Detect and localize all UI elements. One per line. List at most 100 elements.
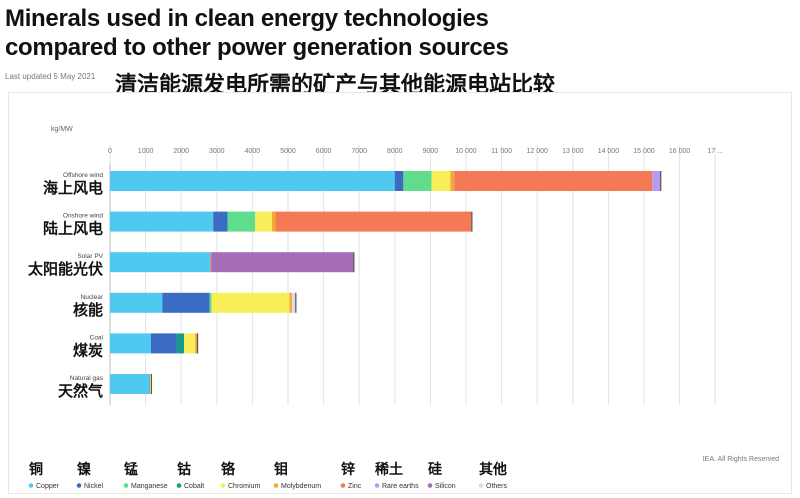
bar-segment-nickel [149, 374, 150, 394]
bar-segment-chromium [255, 211, 272, 232]
bar-segment-rare-earths [652, 171, 661, 191]
legend-label: Rare earths [382, 483, 419, 490]
x-tick-label: 5000 [280, 148, 296, 155]
bar-segment-chromium [149, 374, 152, 394]
bar-end-cap [471, 211, 473, 232]
legend-label: Zinc [348, 483, 362, 490]
bar-end-cap [353, 252, 355, 273]
bar-segment-zinc [275, 211, 472, 232]
category-label-cn: 天然气 [58, 382, 103, 400]
bar-segment-molybdenum [450, 171, 455, 191]
x-tick-label: 14 000 [598, 148, 620, 155]
legend-label: Cobalt [184, 483, 204, 490]
x-tick-label: 6000 [316, 148, 332, 155]
category-label-cn: 核能 [73, 301, 103, 319]
legend-swatch [273, 483, 279, 488]
category-label-cn: 太阳能光伏 [28, 260, 103, 278]
x-tick-label: 13 000 [562, 148, 584, 155]
legend-label-cn: 其他 [479, 461, 507, 478]
legend-label-cn: 硅 [428, 461, 442, 478]
bar-segment-nickel [150, 333, 177, 354]
legend: 铜 Copper 镍 Nickel 锰 Manganese 钴 Cobalt 铬 Chromium… [28, 461, 508, 490]
bar-segment-chromium [211, 292, 290, 313]
legend-label-cn: 铜 [29, 461, 43, 478]
legend-label-cn: 镍 [77, 461, 91, 478]
category-label-cn: 煤炭 [73, 341, 103, 359]
legend-label-cn: 稀土 [375, 461, 403, 478]
x-tick-label: 3000 [209, 148, 225, 155]
category-label-cn: 海上风电 [43, 179, 103, 197]
legend-label: Chromium [228, 483, 260, 490]
bar-segment-manganese [403, 171, 432, 191]
bar-end-cap [196, 333, 199, 354]
legend-label: Silicon [435, 483, 456, 490]
x-tick-labels: 0 1000 2000 3000 4000 5000 6000 7000 8000 9000 10 … [108, 148, 723, 155]
category-label-en: Coal [90, 334, 104, 341]
x-tick-label: 12 000 [526, 148, 548, 155]
legend-label: Molybdenum [281, 483, 321, 490]
bar-segment-copper [110, 333, 151, 354]
x-tick-label: 17 ... [707, 148, 723, 155]
x-tick-label: 15 000 [633, 148, 655, 155]
legend-swatch [478, 483, 484, 488]
bar-segment-molybdenum [289, 292, 292, 313]
bar-segment-chromium [431, 171, 451, 191]
category-label-cn: 陆上风电 [43, 220, 103, 238]
x-tick-label: 7000 [351, 148, 367, 155]
x-tick-label: 16 000 [669, 148, 691, 155]
bar-segment-copper [110, 292, 163, 313]
bar-segment-copper [110, 252, 211, 273]
x-tick-label: 4000 [245, 148, 261, 155]
category-label-en: Natural gas [70, 375, 104, 382]
bar-end-cap [150, 374, 153, 394]
bar-segment-zinc [454, 171, 653, 191]
x-tick-label: 8000 [387, 148, 403, 155]
x-tick-label: 9000 [423, 148, 439, 155]
x-axis-unit-label: kg/MW [51, 126, 73, 133]
legend-swatch [28, 483, 34, 488]
bar-segment-copper [110, 211, 214, 232]
bar-segment-others [291, 292, 296, 313]
bar-segment-nickel [162, 292, 210, 313]
legend-label-cn: 锰 [124, 461, 138, 478]
bar-segment-zinc [210, 252, 212, 273]
legend-label: Others [486, 483, 508, 490]
bar-segment-molybdenum [195, 333, 198, 354]
category-label-en: Offshore wind [63, 172, 103, 179]
chart-title-line1: Minerals used in clean energy technologi… [5, 5, 489, 32]
category-label-en: Solar PV [77, 253, 103, 260]
bar-segment-copper [110, 171, 395, 191]
legend-label: Copper [36, 483, 60, 490]
bar-end-cap [660, 171, 662, 191]
legend-label-cn: 锌 [341, 461, 355, 478]
x-tick-label: 0 [108, 148, 112, 155]
source-credit: IEA. All Rights Reserved [703, 456, 779, 463]
legend-label-cn: 钴 [177, 461, 191, 478]
bar-segment-nickel [394, 171, 404, 191]
legend-label-cn: 钼 [274, 461, 288, 478]
bar-segment-manganese [209, 292, 212, 313]
bar-segment-copper [110, 374, 150, 394]
last-updated: Last updated 5 May 2021 [5, 72, 96, 81]
bar-segment-molybdenum [271, 211, 276, 232]
bar-segment-cobalt [176, 333, 185, 354]
legend-swatch [340, 483, 346, 488]
bar-segment-nickel [213, 211, 228, 232]
category-label-en: Onshore wind [63, 213, 103, 220]
legend-swatch [374, 483, 380, 488]
bars [110, 171, 662, 394]
legend-label-cn: 铬 [221, 461, 236, 478]
bar-chart: 0 1000 2000 3000 4000 5000 6000 7000 8000 9000 10 … [28, 126, 779, 490]
legend-swatch [220, 483, 226, 488]
legend-swatch [176, 483, 182, 488]
legend-label: Nickel [84, 483, 104, 490]
category-label-en: Nuclear [81, 294, 104, 301]
chart-title-line2: compared to other power generation sourc… [5, 34, 509, 61]
x-tick-label: 1000 [138, 148, 154, 155]
bar-segment-manganese [227, 211, 256, 232]
legend-label: Manganese [131, 483, 168, 490]
x-tick-label: 11 000 [491, 148, 512, 155]
chart-title: Minerals used in clean energy technologi… [5, 4, 565, 62]
bar-segment-silicon [211, 252, 354, 273]
